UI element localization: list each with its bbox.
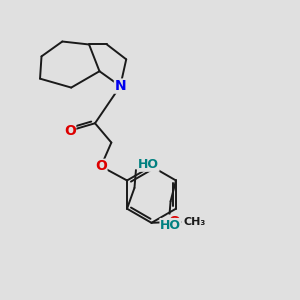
Text: HO: HO [160,218,181,232]
Text: O: O [95,159,107,173]
Text: O: O [168,215,180,229]
Text: CH₃: CH₃ [184,217,206,227]
Text: O: O [64,124,76,138]
Text: N: N [115,79,126,93]
Text: HO: HO [138,158,159,171]
